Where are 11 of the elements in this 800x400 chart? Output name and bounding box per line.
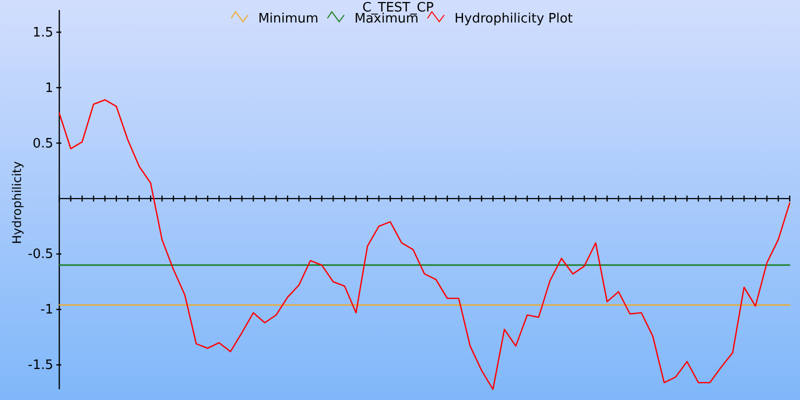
line-series [58, 99, 790, 390]
y-tick-label: 1 [45, 80, 54, 96]
legend-label: Minimum [258, 12, 318, 26]
legend-label: Maximum [354, 12, 419, 26]
y-tick-label: -1.5 [28, 358, 54, 374]
y-tick-label: -0.5 [28, 247, 54, 262]
y-tick-label: 0.5 [32, 136, 54, 152]
y-axis-title: Hydrophilicity [10, 161, 24, 244]
legend-label: Hydrophilicity Plot [454, 12, 573, 26]
y-tick-label: -1 [40, 302, 54, 318]
y-tick-label: 1.5 [32, 25, 54, 40]
